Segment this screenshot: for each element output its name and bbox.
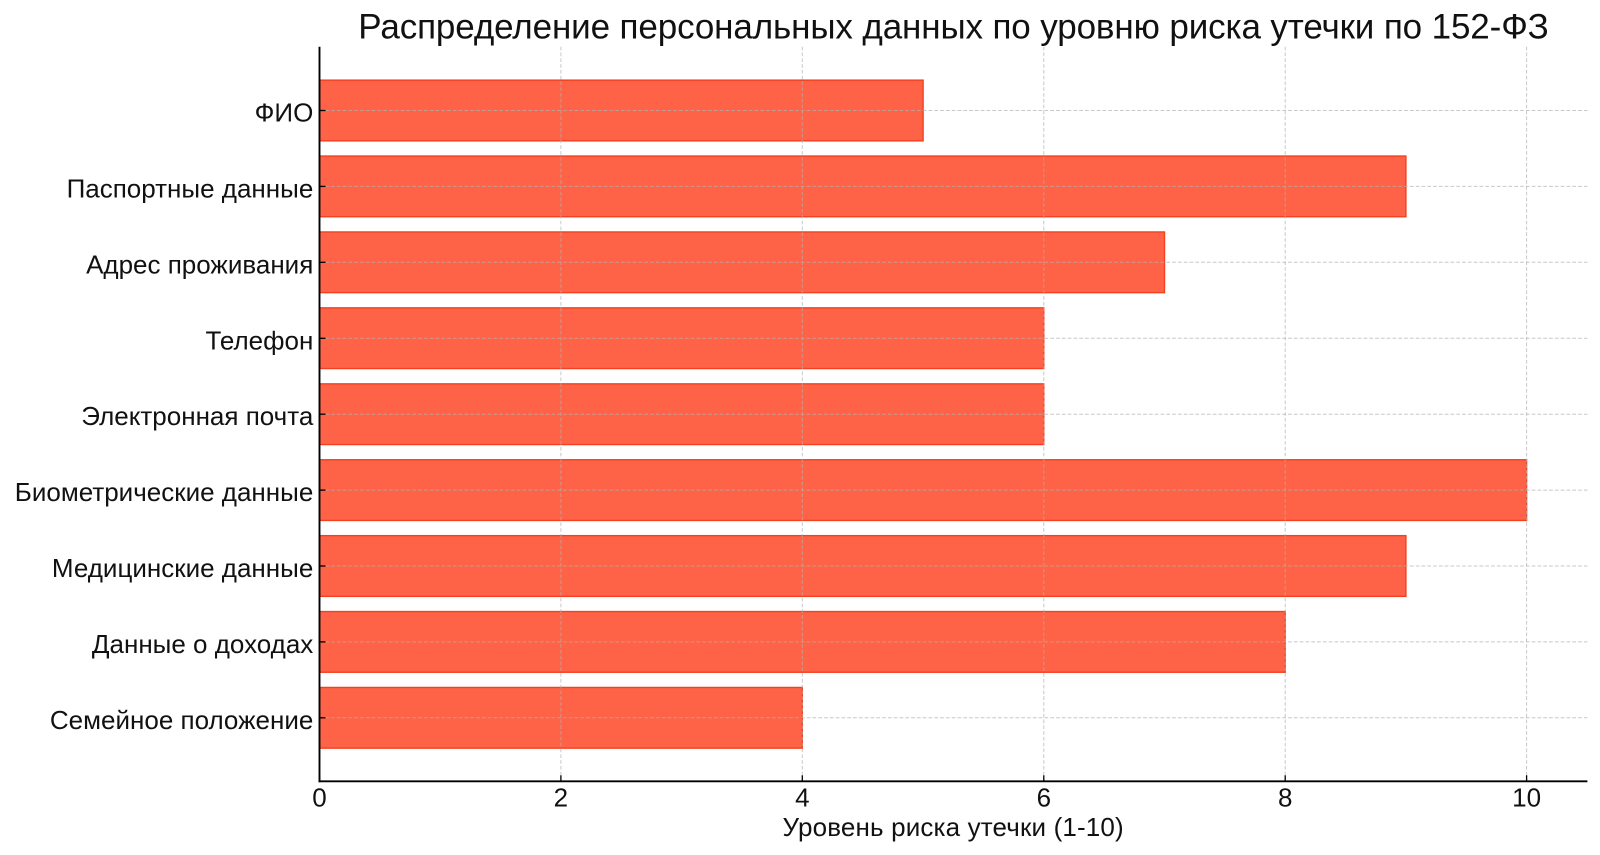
svg-text:Уровень риска утечки (1-10): Уровень риска утечки (1-10)	[783, 812, 1124, 842]
svg-text:Медицинские данные: Медицинские данные	[52, 553, 313, 583]
svg-text:Телефон: Телефон	[205, 325, 313, 355]
svg-text:Распределение персональных дан: Распределение персональных данных по уро…	[358, 8, 1548, 47]
svg-text:10: 10	[1512, 783, 1541, 813]
svg-text:0: 0	[312, 783, 326, 813]
svg-text:Адрес проживания: Адрес проживания	[86, 249, 313, 279]
svg-text:ФИО: ФИО	[255, 98, 314, 128]
svg-text:6: 6	[1037, 783, 1051, 813]
svg-text:8: 8	[1278, 783, 1292, 813]
svg-text:Биометрические данные: Биометрические данные	[15, 477, 314, 507]
svg-text:4: 4	[795, 783, 809, 813]
svg-text:Электронная почта: Электронная почта	[81, 401, 314, 431]
svg-text:2: 2	[554, 783, 568, 813]
svg-text:Паспортные данные: Паспортные данные	[67, 173, 314, 203]
svg-text:Семейное положение: Семейное положение	[50, 705, 313, 735]
svg-text:Данные о доходах: Данные о доходах	[92, 629, 313, 659]
